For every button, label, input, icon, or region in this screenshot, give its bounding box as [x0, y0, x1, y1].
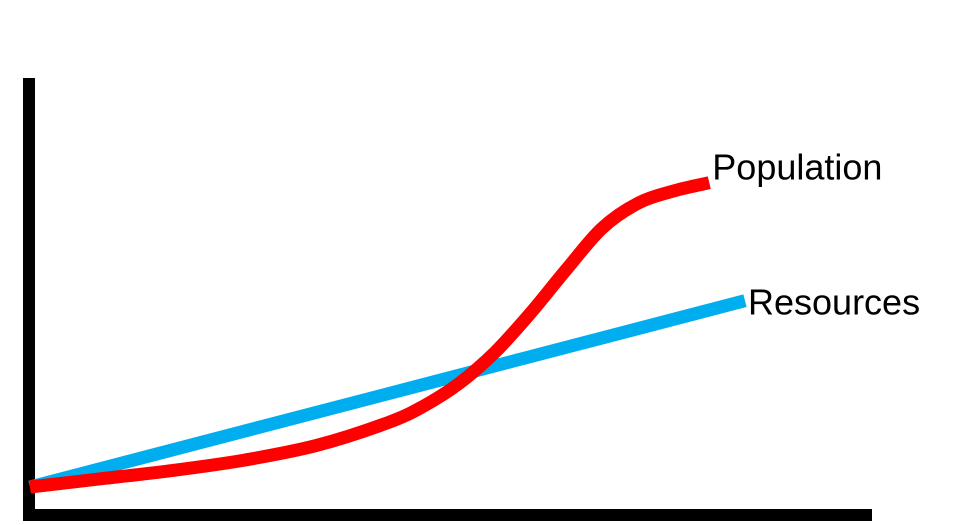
chart-series: [28, 176, 747, 494]
series-line-resources: [28, 294, 747, 494]
series-labels: Resources Population: [712, 147, 920, 323]
chart-axes: [23, 78, 872, 521]
series-label-resources: Resources: [748, 282, 920, 323]
series-label-population: Population: [712, 147, 882, 188]
series-line-population: [29, 176, 711, 494]
